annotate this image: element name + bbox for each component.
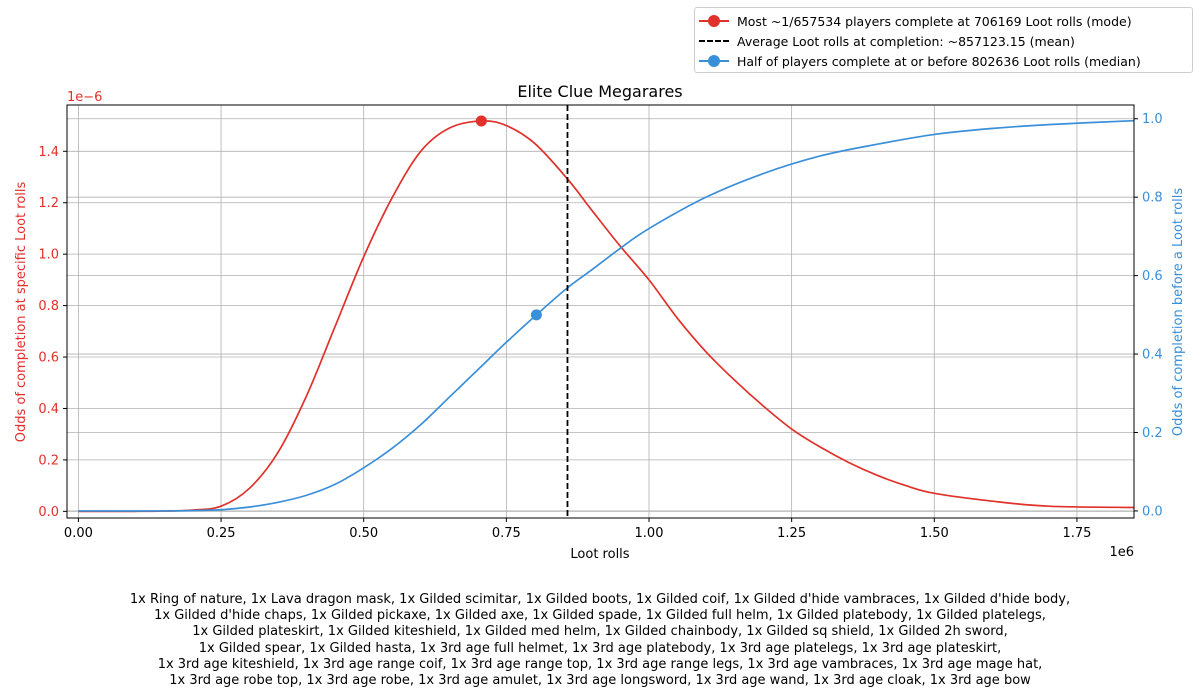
left-axis-label: Odds of completion at specific Loot roll… bbox=[14, 181, 29, 442]
median-marker bbox=[530, 309, 542, 321]
right-tick-label: 0.0 bbox=[1142, 504, 1163, 519]
legend-item-mode: Most ~1/657534 players complete at 70616… bbox=[695, 11, 1192, 31]
x-axis-label: Loot rolls bbox=[570, 547, 629, 562]
legend: Most ~1/657534 players complete at 70616… bbox=[694, 7, 1193, 73]
legend-swatch-mode bbox=[699, 11, 729, 31]
x-tick-label: 1.75 bbox=[1062, 526, 1091, 541]
x-tick-label: 1.25 bbox=[777, 526, 806, 541]
caption-line: 1x Gilded spear, 1x Gilded hasta, 1x 3rd… bbox=[198, 640, 1002, 656]
left-tick-label: 0.2 bbox=[38, 453, 59, 468]
x-tick-label: 0.25 bbox=[207, 526, 236, 541]
legend-label-mode: Most ~1/657534 players complete at 70616… bbox=[737, 13, 1132, 29]
caption-line: 1x Gilded d'hide chaps, 1x Gilded pickax… bbox=[154, 608, 1046, 624]
grid bbox=[67, 105, 1134, 518]
right-tick-label: 0.6 bbox=[1142, 269, 1163, 284]
left-offset-label: 1e−6 bbox=[67, 90, 102, 105]
right-tick-label: 0.2 bbox=[1142, 426, 1163, 441]
right-axis-label: Odds of completion before a Loot rolls bbox=[1171, 188, 1186, 436]
chart-title: Elite Clue Megarares bbox=[517, 82, 682, 101]
legend-swatch-mean bbox=[699, 31, 729, 51]
x-offset-label: 1e6 bbox=[1109, 545, 1134, 560]
right-tick-label: 0.8 bbox=[1142, 191, 1163, 206]
caption-line: 1x 3rd age robe top, 1x 3rd age robe, 1x… bbox=[169, 673, 1031, 689]
legend-label-median: Half of players complete at or before 80… bbox=[737, 53, 1141, 69]
plot-frame bbox=[66, 104, 1135, 519]
caption-line: 1x Gilded plateskirt, 1x Gilded kiteshie… bbox=[192, 624, 1008, 640]
legend-swatch-median bbox=[699, 51, 729, 71]
x-tick-label: 1.50 bbox=[920, 526, 949, 541]
caption-line: 1x Ring of nature, 1x Lava dragon mask, … bbox=[129, 592, 1071, 607]
caption-line: 1x 3rd age kiteshield, 1x 3rd age range … bbox=[157, 656, 1043, 672]
left-tick-label: 1.4 bbox=[38, 145, 59, 160]
series-layer bbox=[78, 105, 1134, 518]
right-tick-label: 0.4 bbox=[1142, 348, 1163, 363]
left-tick-label: 0.8 bbox=[38, 299, 59, 314]
x-tick-label: 0.50 bbox=[349, 526, 378, 541]
x-tick-label: 0.75 bbox=[492, 526, 521, 541]
legend-label-mean: Average Loot rolls at completion: ~85712… bbox=[737, 33, 1075, 49]
left-tick-label: 1.0 bbox=[38, 248, 59, 263]
left-tick-label: 0.6 bbox=[38, 351, 59, 366]
left-tick-label: 0.4 bbox=[38, 402, 59, 417]
mode-marker bbox=[475, 115, 487, 127]
x-tick-label: 1.00 bbox=[635, 526, 664, 541]
right-tick-label: 1.0 bbox=[1142, 112, 1163, 127]
axes: 0.00 0.25 0.50 0.75 1.00 1.25 1.50 1.75 0.0 0.2 0.… bbox=[38, 104, 1163, 541]
left-tick-label: 0.0 bbox=[38, 505, 59, 520]
x-tick-label: 0.00 bbox=[64, 526, 93, 541]
pdf-curve-line bbox=[78, 120, 1134, 513]
left-tick-label: 1.2 bbox=[38, 196, 59, 211]
cdf-curve-line bbox=[78, 119, 1134, 512]
legend-item-median: Half of players complete at or before 80… bbox=[695, 51, 1192, 71]
legend-item-mean: Average Loot rolls at completion: ~85712… bbox=[695, 31, 1192, 51]
item-list-caption: 1x Ring of nature, 1x Lava dragon mask, … bbox=[0, 592, 1200, 689]
